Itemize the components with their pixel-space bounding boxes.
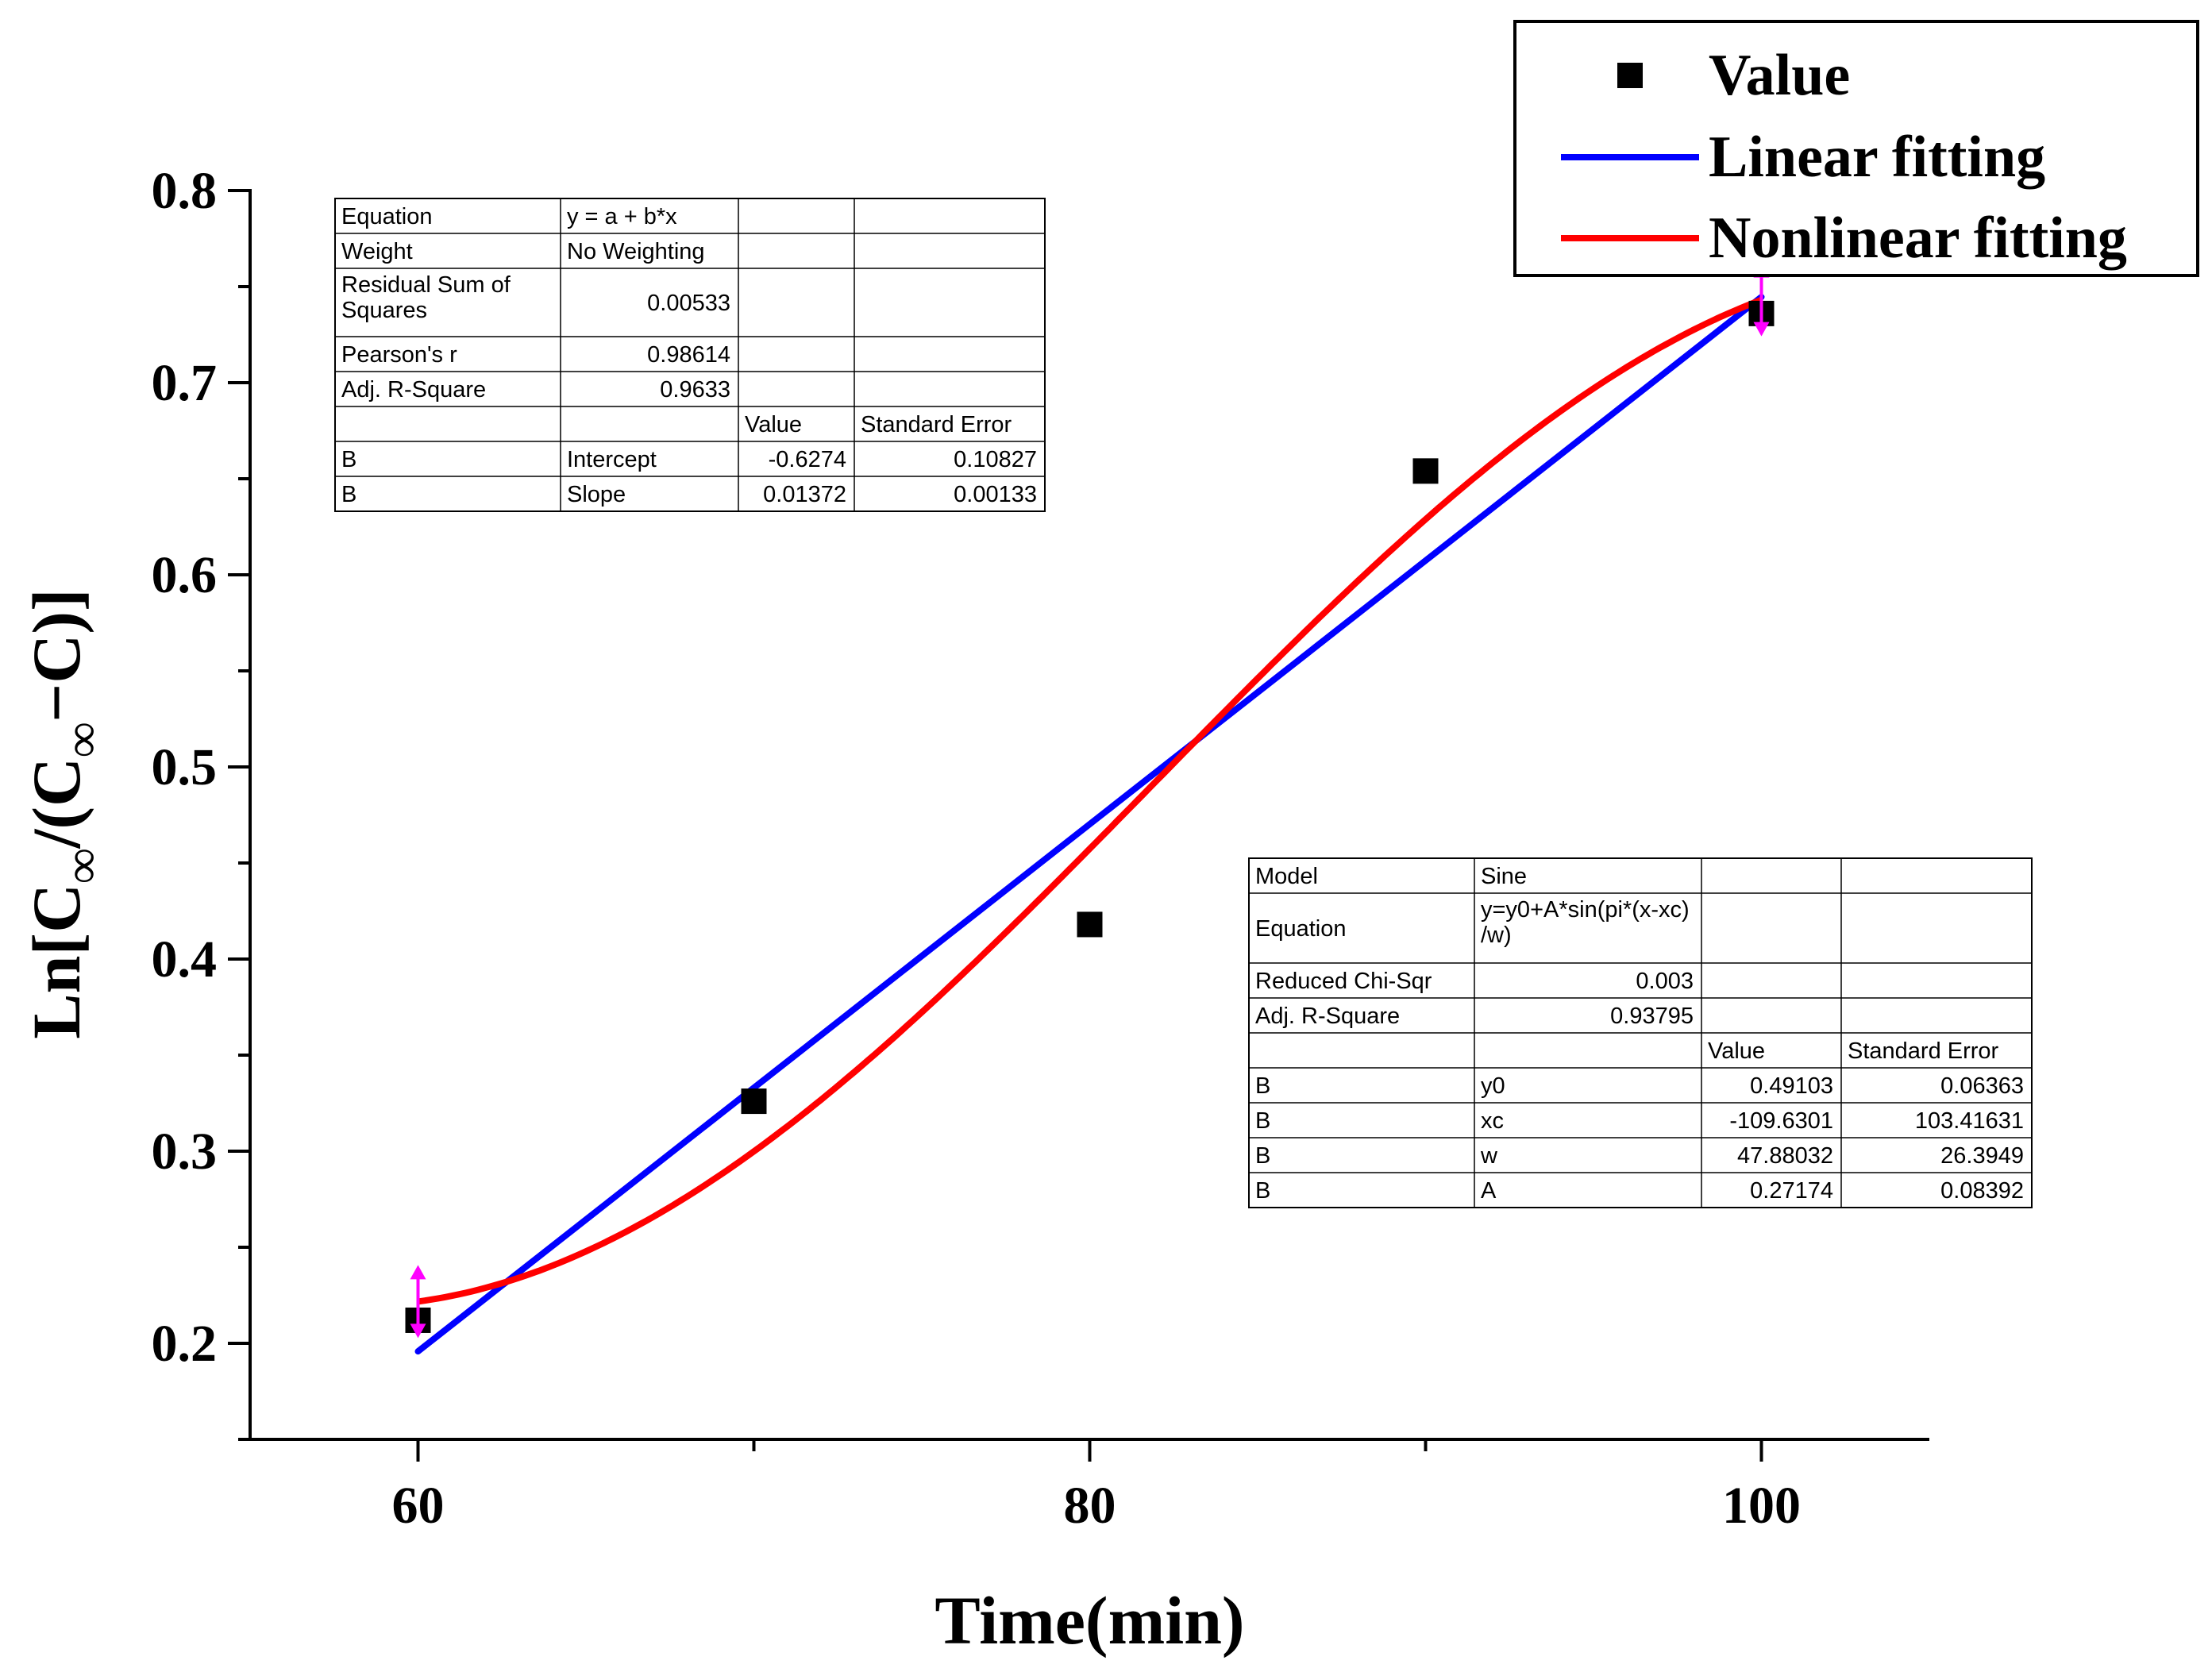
y-axis-title-group: Ln[C∞/(C∞−C)] <box>18 588 110 1038</box>
table-cell: y=y0+A*sin(pi*(x-xc)/w) <box>1481 897 1690 948</box>
handle-arrow-down <box>410 1323 426 1339</box>
legend-label: Nonlinear fitting <box>1709 206 2127 271</box>
table-cell: B <box>1255 1073 1270 1099</box>
table-cell: y0 <box>1481 1073 1505 1099</box>
data-point <box>1412 458 1439 484</box>
table-cell: Standard Error <box>861 412 1012 437</box>
table-cell: w <box>1480 1143 1498 1169</box>
table-frame <box>334 198 1046 512</box>
table-cell: Adj. R-Square <box>341 377 486 403</box>
y-tick-label: 0.8 <box>152 162 218 220</box>
table-cell: Sine <box>1481 864 1527 889</box>
table-cell: Pearson's r <box>341 342 457 368</box>
y-title-sub: ∞ <box>56 849 110 884</box>
table-cell: Model <box>1255 864 1318 889</box>
table-cell: 0.93795 <box>1610 1004 1694 1029</box>
table-cell: y = a + b*x <box>567 204 677 229</box>
y-tick-label: 0.4 <box>152 930 218 988</box>
table-cell: Equation <box>341 204 433 229</box>
linear-fit-line <box>414 294 1765 1355</box>
y-tick-label: 0.6 <box>152 546 218 604</box>
table-cell: 103.41631 <box>1915 1108 2024 1134</box>
linear-fit-table: Equation y = a + b*x Weight No Weighting Res… <box>334 198 1046 512</box>
table-cell: Standard Error <box>1848 1038 1999 1064</box>
handle-arrow-down <box>1753 322 1770 337</box>
table-cell: Slope <box>567 482 626 507</box>
table-cell: 0.98614 <box>647 342 730 368</box>
legend-marker <box>1617 63 1643 88</box>
table-cell: B <box>1255 1108 1270 1134</box>
table-cell: B <box>341 447 356 472</box>
handle-arrow-up <box>410 1265 426 1280</box>
table-cell: 0.003 <box>1636 969 1694 994</box>
table-cell: B <box>1255 1143 1270 1169</box>
table-cell: B <box>1255 1178 1270 1204</box>
x-tick-label: 80 <box>1064 1477 1116 1535</box>
table-cell: 0.01372 <box>763 482 846 507</box>
table-cell: Value <box>1708 1038 1765 1064</box>
table-cell: Residual Sum of Squares <box>341 272 511 323</box>
table-cell: 0.27174 <box>1750 1178 1833 1204</box>
axes-group: 0.2 0.3 0.4 0.5 0.6 0.7 0.8 60 80 100 <box>152 162 1929 1535</box>
y-title-part: −C)] <box>18 588 94 722</box>
y-tick-label: 0.7 <box>152 354 218 412</box>
table-cell: 26.3949 <box>1940 1143 2024 1169</box>
table-cell-line: Residual Sum of <box>341 272 511 298</box>
table-cell-line: Squares <box>341 298 427 323</box>
y-tick-label: 0.3 <box>152 1123 218 1181</box>
table-cell: Adj. R-Square <box>1255 1004 1400 1029</box>
table-cell: 0.9633 <box>660 377 730 403</box>
data-point <box>1077 911 1103 938</box>
table-cell: Value <box>745 412 802 437</box>
y-tick-label: 0.2 <box>152 1315 218 1373</box>
x-tick-label: 100 <box>1722 1477 1801 1535</box>
table-cell: 0.00533 <box>647 291 730 316</box>
x-axis-title: Time(min) <box>935 1582 1244 1659</box>
y-title-part: /(C <box>18 757 94 849</box>
table-cell: Reduced Chi-Sqr <box>1255 969 1432 994</box>
table-cell: 0.49103 <box>1750 1073 1833 1099</box>
x-tick-label: 60 <box>392 1477 445 1535</box>
table-cell: 0.08392 <box>1940 1178 2024 1204</box>
table-cell: Weight <box>341 239 413 264</box>
table-cell-line: /w) <box>1481 923 1512 948</box>
sine-fit-table: Model Sine Equation y=y0+A*sin(pi*(x-xc)/w)… <box>1248 857 2033 1208</box>
table-cell: xc <box>1481 1108 1504 1134</box>
table-cell: 0.00133 <box>954 482 1037 507</box>
y-title-sub: ∞ <box>56 722 110 757</box>
y-tick-label: 0.5 <box>152 738 218 796</box>
nonlinear-fit-curve <box>417 296 1763 1305</box>
table-cell-line: y=y0+A*sin(pi*(x-xc) <box>1481 897 1690 923</box>
table-cell: No Weighting <box>567 239 705 264</box>
legend-label: Linear fitting <box>1709 125 2045 190</box>
table-cell: 47.88032 <box>1737 1143 1833 1169</box>
table-cell: 0.06363 <box>1940 1073 2024 1099</box>
y-title-part: Ln[C <box>18 884 94 1039</box>
data-point <box>741 1088 767 1115</box>
table-cell: -0.6274 <box>769 447 846 472</box>
table-cell: B <box>341 482 356 507</box>
legend-label: Value <box>1709 43 1850 108</box>
table-cell: A <box>1481 1178 1497 1204</box>
y-axis-title: Ln[C∞/(C∞−C)] <box>18 588 110 1038</box>
table-cell: Equation <box>1255 916 1347 942</box>
table-cell: -109.6301 <box>1729 1108 1833 1134</box>
table-cell: Intercept <box>567 447 657 472</box>
table-cell: 0.10827 <box>954 447 1037 472</box>
